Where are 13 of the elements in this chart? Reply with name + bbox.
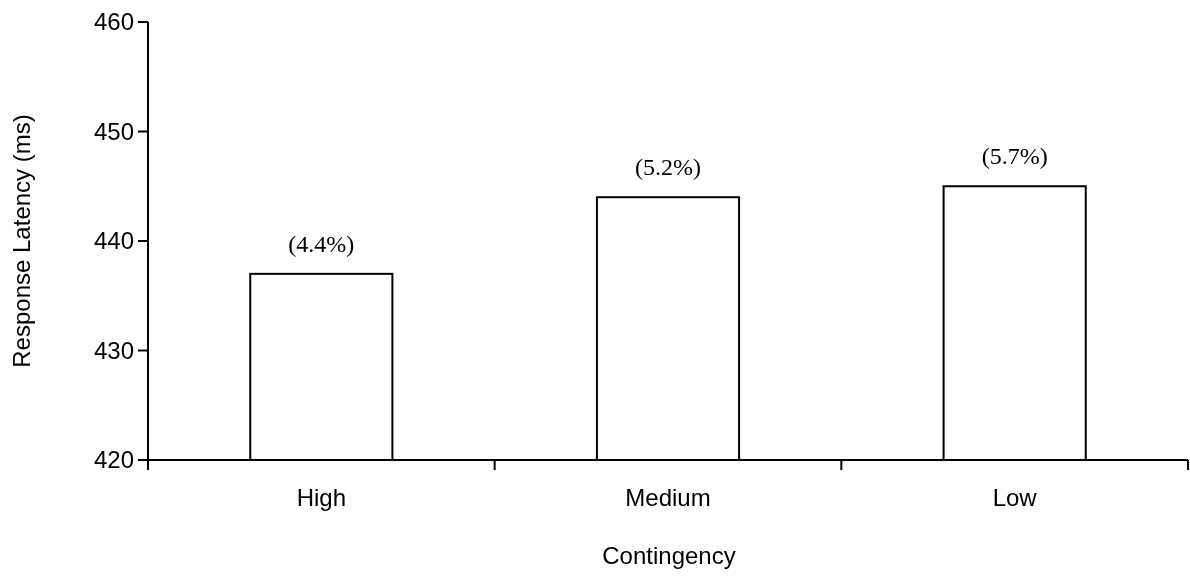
y-axis-title: Response Latency (ms)	[8, 114, 35, 368]
annotation: (5.2%)	[635, 154, 701, 181]
y-tick-label: 460	[93, 8, 134, 36]
x-tick-label: Low	[992, 484, 1038, 511]
x-tick-label: High	[296, 484, 347, 511]
y-tick-label: 420	[93, 446, 134, 474]
annotation: (5.7%)	[981, 143, 1048, 170]
x-tick-label: Medium	[625, 484, 711, 511]
annotation: (4.4%)	[288, 230, 355, 257]
y-tick-label: 430	[93, 336, 134, 364]
y-tick-label: 450	[93, 117, 134, 145]
x-axis-title: Contingency	[602, 542, 736, 569]
y-tick-label: 440	[93, 227, 134, 255]
